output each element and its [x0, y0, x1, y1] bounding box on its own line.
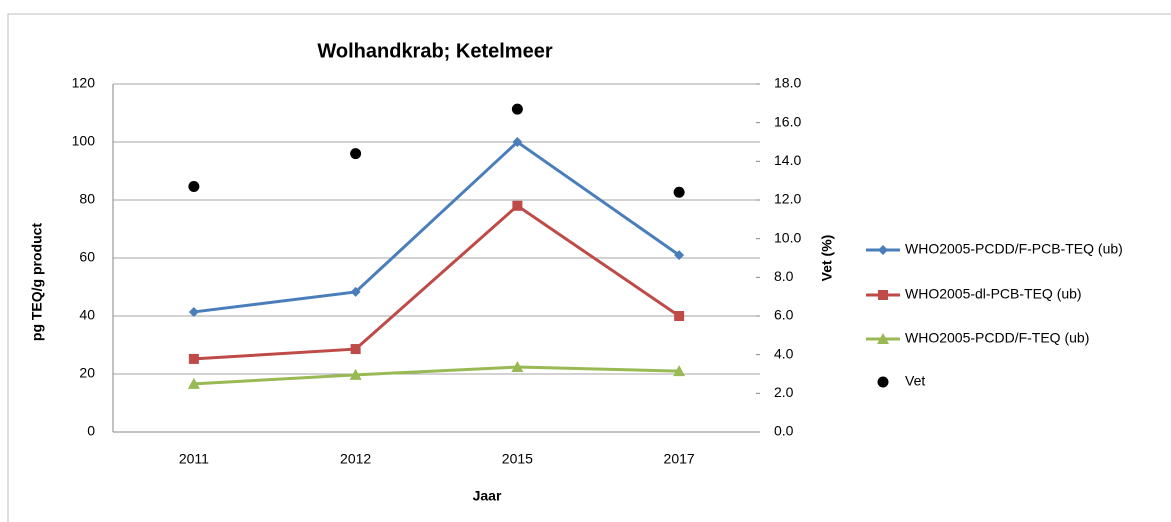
chart-title: Wolhandkrab; Ketelmeer: [317, 40, 552, 62]
marker: [350, 286, 361, 297]
marker: [673, 186, 685, 198]
legend-label: WHO2005-dl-PCB-TEQ (ub): [905, 286, 1082, 302]
x-tick-label: 2017: [664, 451, 695, 467]
y-tick-label: 40: [79, 307, 95, 323]
y2-tick-label: 0.0: [774, 423, 794, 439]
marker: [878, 290, 888, 300]
y2-axis-label: Vet (%): [819, 235, 835, 282]
y-tick-label: 0: [87, 423, 95, 439]
series-line: [193, 203, 680, 361]
x-tick-label: 2015: [502, 451, 533, 467]
y2-tick-label: 6.0: [774, 307, 794, 323]
y2-tick-label: 16.0: [774, 113, 801, 129]
legend-label: Vet: [905, 373, 925, 389]
y2-tick-label: 8.0: [774, 268, 794, 284]
marker: [674, 250, 685, 261]
marker: [349, 368, 362, 380]
chart-frame: [7, 13, 1171, 522]
y2-tick-label: 10.0: [774, 229, 801, 245]
marker: [512, 137, 523, 147]
marker: [674, 311, 685, 321]
marker: [188, 180, 200, 192]
y2-tick-label: 18.0: [774, 75, 801, 91]
y-axis-label: pg TEQ/g product: [29, 223, 45, 342]
y-tick-label: 120: [72, 75, 96, 91]
series-line: [193, 140, 680, 314]
y-tick-label: 80: [79, 191, 95, 207]
x-tick-label: 2012: [340, 451, 371, 467]
marker: [878, 245, 888, 255]
x-axis-label: Jaar: [473, 488, 502, 504]
y2-tick-label: 14.0: [774, 152, 801, 168]
y2-tick-label: 12.0: [774, 191, 801, 207]
series-line: [193, 365, 680, 386]
marker: [877, 333, 889, 344]
legend-label: WHO2005-PCDD/F-PCB-TEQ (ub): [905, 241, 1123, 257]
marker: [350, 344, 361, 355]
y-tick-label: 100: [72, 133, 96, 149]
marker: [188, 353, 199, 364]
marker: [673, 365, 686, 377]
marker: [877, 376, 889, 388]
marker: [188, 306, 199, 317]
y-tick-label: 60: [79, 249, 95, 265]
marker: [511, 361, 524, 373]
legend-label: WHO2005-PCDD/F-TEQ (ub): [905, 330, 1089, 346]
marker: [350, 148, 362, 160]
x-tick-label: 2011: [179, 451, 209, 467]
y2-tick-label: 2.0: [774, 384, 794, 400]
marker: [512, 200, 523, 211]
marker: [511, 103, 523, 115]
y-tick-label: 20: [79, 365, 95, 381]
marker: [187, 377, 200, 389]
y2-tick-label: 4.0: [774, 345, 794, 361]
